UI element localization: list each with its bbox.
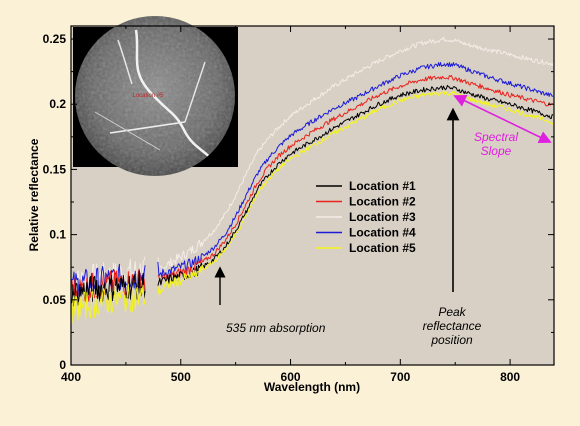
inset-crack-main	[134, 29, 214, 161]
peak-label-line2: reflectance	[423, 319, 482, 333]
spectral-slope-arrow	[453, 95, 552, 143]
x-tick-label: 500	[171, 370, 191, 384]
plot-frame	[70, 25, 555, 366]
peak-label-line1: Peak	[438, 305, 466, 319]
spectral-slope-label-line1: Spectral	[474, 130, 518, 144]
inset-crack-line-2	[184, 61, 206, 123]
y-tick-label: 0.2	[49, 97, 66, 111]
inset-micrograph: Location #5	[73, 16, 238, 176]
axes-group: 400 500 600 700 800 0 0.05 0.1 0.15 0.2 0.25	[43, 26, 554, 384]
x-tick-label: 400	[61, 370, 81, 384]
legend-label: Location #2	[349, 195, 416, 209]
y-tick-label: 0.1	[49, 228, 66, 242]
y-axis-label: Relative reflectance	[27, 138, 41, 251]
legend-label: Location #3	[349, 210, 416, 224]
y-tick-label: 0.25	[43, 32, 67, 46]
legend-box	[311, 176, 426, 254]
x-tick-label: 600	[281, 370, 301, 384]
legend-label: Location #5	[349, 241, 416, 255]
inset-label: Location #5	[132, 93, 164, 99]
legend-label: Location #1	[349, 179, 416, 193]
inset-crack-line-1	[109, 121, 186, 134]
legend-label: Location #4	[349, 226, 416, 240]
x-tick-label: 800	[500, 370, 520, 384]
series-line-location-4	[70, 62, 554, 299]
x-axis-label: Wavelength (nm)	[264, 380, 360, 394]
absorption-label: 535 nm absorption	[226, 321, 326, 335]
series-group	[70, 36, 554, 324]
spectral-slope-label-line2: Slope	[481, 144, 512, 158]
inset-crack-branch	[117, 39, 133, 85]
y-tick-label: 0	[59, 358, 66, 372]
annotations-group: 535 nm absorption Peak reflectance posit…	[214, 95, 552, 347]
y-tick-label: 0.05	[43, 293, 67, 307]
inset-crack-line-3	[94, 111, 161, 151]
x-tick-label: 700	[390, 370, 410, 384]
peak-label-line3: position	[430, 333, 473, 347]
y-tick-label: 0.15	[43, 162, 67, 176]
